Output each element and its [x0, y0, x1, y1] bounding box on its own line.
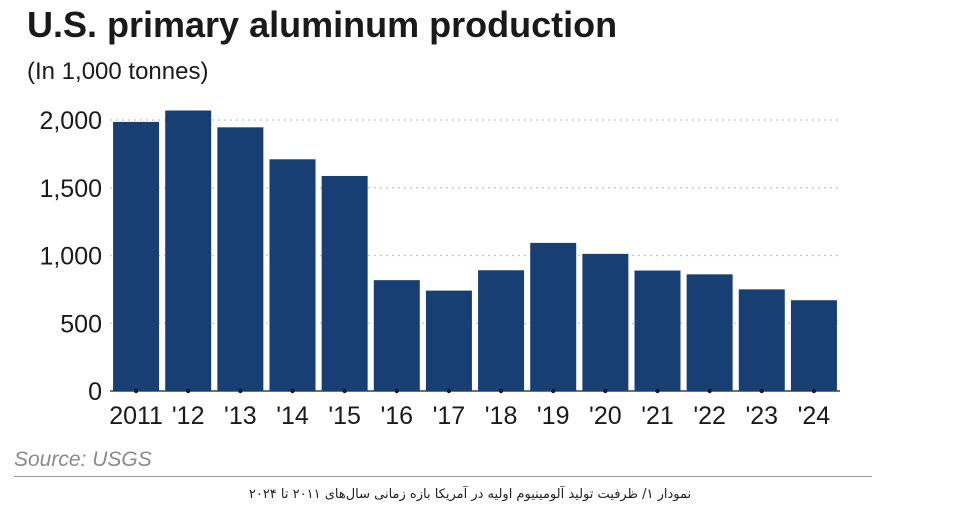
bar-12 [165, 110, 212, 391]
bar-17 [425, 290, 472, 391]
bar-20 [582, 253, 629, 391]
x-tick-label: '22 [693, 402, 726, 430]
x-tick-mark [238, 388, 243, 394]
x-tick-label: 2011 [109, 402, 163, 430]
y-tick-label: 2,000 [39, 107, 102, 135]
bars [113, 110, 837, 391]
x-tick-mark [394, 388, 399, 394]
bar-13 [217, 127, 264, 391]
x-tick-mark [551, 388, 556, 394]
x-tick-mark [655, 388, 660, 394]
bar-15 [321, 175, 368, 391]
x-tick-label: '23 [745, 402, 778, 430]
x-tick-mark [186, 388, 191, 394]
bar-24 [790, 300, 837, 391]
bar-16 [373, 280, 420, 391]
x-tick-mark [811, 388, 817, 394]
bar-23 [738, 289, 785, 391]
chart-subtitle: (In 1,000 tonnes) [27, 58, 209, 85]
y-axis-ticks: 0 500 1,000 1,500 2,000 [39, 107, 102, 406]
x-tick-mark [342, 388, 347, 394]
bar-22 [686, 274, 733, 391]
x-tick-mark [498, 388, 504, 394]
bar-21 [634, 270, 681, 391]
x-tick-label: '14 [276, 402, 309, 430]
chart-title: U.S. primary aluminum production [27, 4, 618, 45]
bar-2011 [113, 121, 160, 391]
bar-14 [269, 159, 316, 391]
x-tick-label: '13 [224, 402, 257, 430]
y-tick-label: 1,500 [39, 175, 102, 203]
x-tick-mark [133, 388, 139, 394]
bar-chart: 0 500 1,000 1,500 2,000 2011 '12 '13 '14 '15 '16 '… [39, 107, 842, 430]
x-tick-mark [759, 388, 764, 394]
figure-caption: نمودار ۱/ ظرفیت تولید آلومینیوم اولیه در… [248, 487, 692, 502]
x-tick-mark [290, 388, 295, 394]
x-tick-label: '16 [380, 402, 413, 430]
x-tick-label: '15 [328, 402, 361, 430]
y-tick-label: 500 [60, 310, 102, 338]
x-tick-label: '24 [798, 402, 831, 430]
x-tick-mark [707, 388, 712, 394]
x-tick-label: '18 [485, 402, 518, 430]
bar-18 [478, 270, 525, 391]
divider [14, 476, 872, 477]
y-tick-label: 0 [88, 378, 102, 406]
y-tick-label: 1,000 [39, 243, 102, 271]
x-tick-mark [603, 388, 608, 394]
x-tick-label: '20 [589, 402, 622, 430]
x-tick-label: '19 [537, 402, 570, 430]
x-axis-ticks: 2011 '12 '13 '14 '15 '16 '17 '18 '19 '20 '21 '22 '23… [109, 388, 831, 430]
bar-19 [530, 242, 577, 391]
x-tick-label: '21 [641, 402, 674, 430]
x-tick-label: '12 [172, 402, 205, 430]
source-note: Source: USGS [14, 448, 152, 471]
x-tick-mark [446, 388, 452, 394]
x-tick-label: '17 [433, 402, 466, 430]
